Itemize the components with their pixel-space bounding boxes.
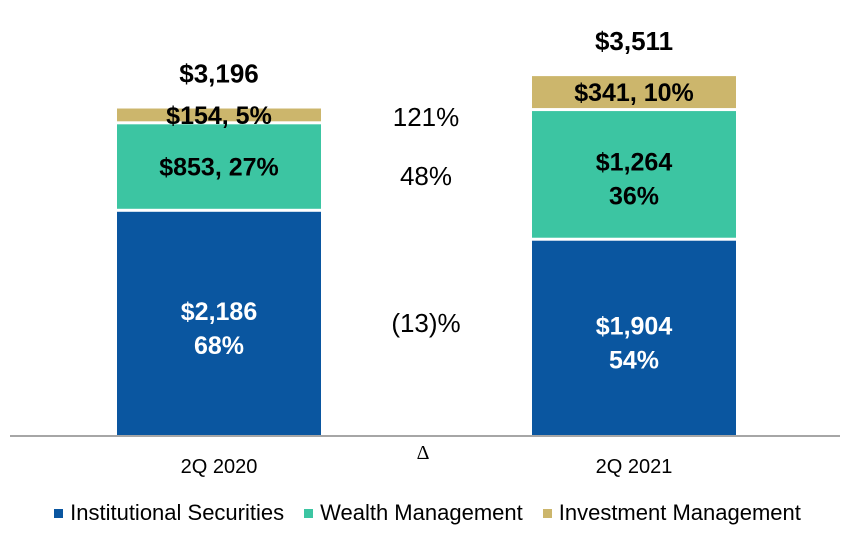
bar-institutional-securities-2q-2021 [532,240,736,436]
legend-item-institutional-securities: Institutional Securities [54,500,284,526]
bars-layer [117,76,736,436]
value-label-institutional-securities-2q-2021: $1,904 [596,312,673,340]
value-label-investment-management-2q-2021: $341, 10% [574,79,694,107]
percent-label-institutional-securities-2q-2020: 68% [194,332,244,360]
bar-institutional-securities-2q-2020 [117,211,321,436]
value-label-wealth-management-2q-2020: $853, 27% [159,154,279,182]
segment-labels-layer: $2,186 68% $1,904 54% $853, 27% $1,264 36% $154… [159,79,694,374]
legend-label: Wealth Management [320,500,523,525]
value-label-wealth-management-2q-2021: $1,264 [596,148,673,176]
percent-label-institutional-securities-2q-2021: 54% [609,346,659,374]
x-tick-label-2q-2020: 2Q 2020 [181,456,258,478]
stacked-bar-chart: $2,186 68% $1,904 54% $853, 27% $1,264 36% $154… [10,26,840,478]
bar-wealth-management-2q-2021 [532,111,736,238]
legend-swatch [304,508,314,518]
value-label-institutional-securities-2q-2020: $2,186 [181,298,257,326]
legend-label: Institutional Securities [70,500,285,525]
value-label-investment-management-2q-2020: $154, 5% [166,102,272,130]
legend-label: Investment Management [558,500,801,525]
legend-item-investment-management: Investment Management [542,500,801,526]
total-label-2q-2020: $3,196 [179,59,259,89]
legend-swatch [54,508,64,518]
x-tick-labels: 2Q 2020 2Q 2021 [181,456,673,478]
x-tick-label-2q-2021: 2Q 2021 [596,456,673,478]
bar-investment-management-2q-2021 [532,76,736,109]
legend-item-wealth-management: Wealth Management [304,500,523,526]
delta-label-investment-management: 121% [393,102,460,132]
delta-label-wealth-management: 48% [400,161,452,191]
percent-label-wealth-management-2q-2021: 36% [609,182,659,210]
totals-layer: $3,196 $3,511 [179,26,673,88]
delta-symbol: Δ [417,442,430,464]
bar-wealth-management-2q-2020 [117,124,321,209]
total-label-2q-2021: $3,511 [595,26,673,56]
legend-swatch [542,508,552,518]
deltas-layer: (13)% 48% 121% [391,102,460,338]
legend: Institutional Securities Wealth Managemen… [0,497,855,529]
delta-label-institutional-securities: (13)% [391,308,460,338]
bar-investment-management-2q-2020 [117,108,321,122]
